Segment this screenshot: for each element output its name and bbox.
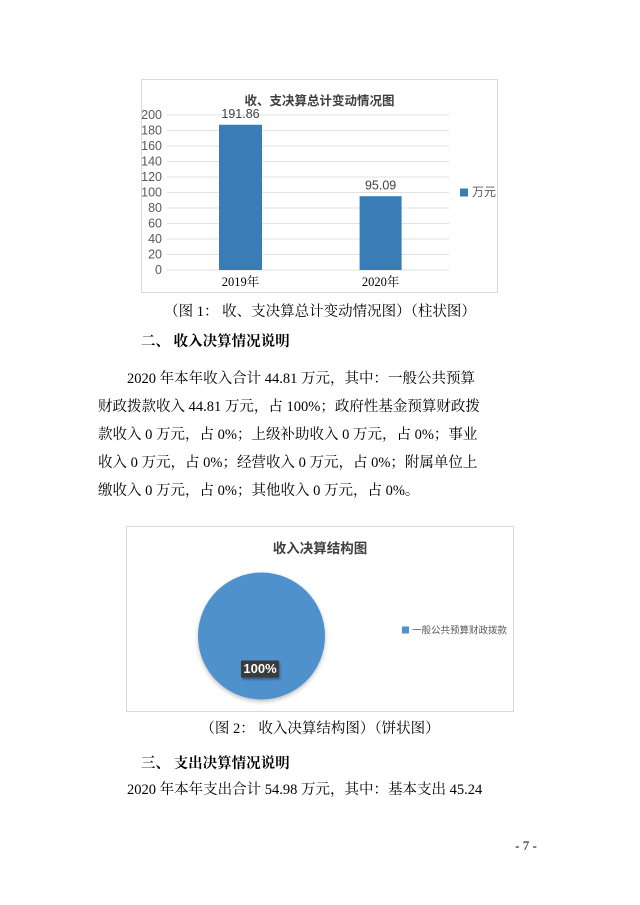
svg-text:180: 180 (142, 124, 162, 138)
svg-text:40: 40 (148, 232, 162, 246)
svg-text:95.09: 95.09 (365, 179, 396, 193)
svg-text:2020年: 2020年 (362, 274, 400, 289)
svg-text:80: 80 (148, 201, 162, 215)
svg-text:160: 160 (142, 139, 162, 153)
svg-text:120: 120 (142, 170, 162, 184)
svg-text:100: 100 (142, 186, 162, 200)
svg-text:140: 140 (142, 155, 162, 169)
svg-text:60: 60 (148, 217, 162, 231)
svg-text:万元: 万元 (472, 185, 496, 199)
svg-text:20: 20 (148, 248, 162, 262)
svg-text:2019年: 2019年 (222, 274, 260, 289)
svg-text:200: 200 (142, 108, 162, 122)
svg-text:0: 0 (155, 263, 162, 277)
svg-text:100%: 100% (243, 661, 277, 676)
svg-text:一般公共预算财政拨款: 一般公共预算财政拨款 (412, 625, 508, 637)
svg-text:191.86: 191.86 (221, 107, 259, 121)
